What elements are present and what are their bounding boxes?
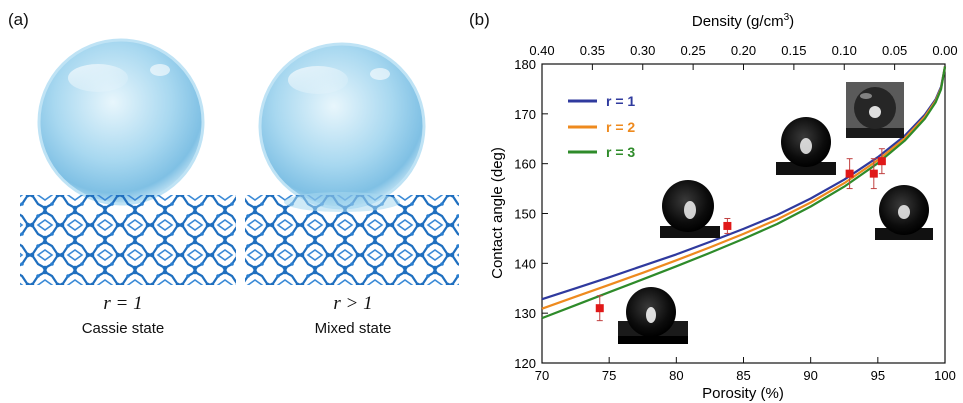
legend-label-r3: r = 3: [606, 144, 635, 160]
x-tick-label: 100: [934, 368, 956, 383]
panel-a-label: (a): [8, 10, 29, 29]
legend-label-r2: r = 2: [606, 119, 635, 135]
top-tick-label: 0.00: [932, 43, 957, 58]
x-tick-label: 75: [602, 368, 616, 383]
droplet-photo-5: [875, 185, 933, 240]
x-tick-label: 95: [871, 368, 885, 383]
panel-b-label: (b): [469, 10, 490, 29]
caption-state-right: Mixed state: [314, 320, 392, 337]
caption-state-left: Cassie state: [81, 320, 165, 337]
data-point-2: [723, 221, 732, 230]
droplet-right: [258, 42, 426, 210]
y-tick-label: 180: [514, 57, 536, 72]
top-tick-label: 0.35: [580, 43, 605, 58]
x-tick-label: 85: [736, 368, 750, 383]
top-tick-label: 0.10: [832, 43, 857, 58]
top-tick-label: 0.05: [882, 43, 907, 58]
x-tick-label: 80: [669, 368, 683, 383]
data-point-5: [877, 157, 886, 166]
caption-r-left: r = 1: [103, 293, 143, 314]
data-point-3: [845, 169, 854, 178]
top-tick-label: 0.15: [781, 43, 806, 58]
y-tick-label: 120: [514, 356, 536, 371]
y-tick-label: 130: [514, 306, 536, 321]
y-tick-label: 170: [514, 107, 536, 122]
series-line-3: [541, 66, 947, 320]
top-axis-label: Density (g/cm3): [692, 12, 794, 30]
legend: r = 1 r = 2 r = 3: [568, 93, 635, 160]
y-axis-label: Contact angle (deg): [489, 147, 506, 279]
droplet-photo-4: [846, 82, 904, 138]
legend-label-r1: r = 1: [606, 93, 635, 109]
caption-r-right: r > 1: [333, 293, 373, 314]
top-tick-label: 0.25: [680, 43, 705, 58]
y-tick-label: 160: [514, 157, 536, 172]
droplet-photo-2: [660, 180, 720, 238]
schematic-illustration: [20, 38, 459, 285]
droplet-photo-1: [618, 287, 688, 344]
y-tick-label: 140: [514, 256, 536, 271]
y-tick-label: 150: [514, 207, 536, 222]
data-point-1: [595, 304, 604, 313]
x-axis-label: Porosity (%): [702, 385, 784, 402]
lattice-left: [20, 195, 236, 285]
top-tick-label: 0.40: [529, 43, 554, 58]
x-tick-label: 90: [803, 368, 817, 383]
data-point-4: [869, 169, 878, 178]
x-tick-label: 70: [535, 368, 549, 383]
top-tick-label: 0.20: [731, 43, 756, 58]
droplet-photo-3: [776, 117, 836, 175]
top-tick-label: 0.30: [630, 43, 655, 58]
